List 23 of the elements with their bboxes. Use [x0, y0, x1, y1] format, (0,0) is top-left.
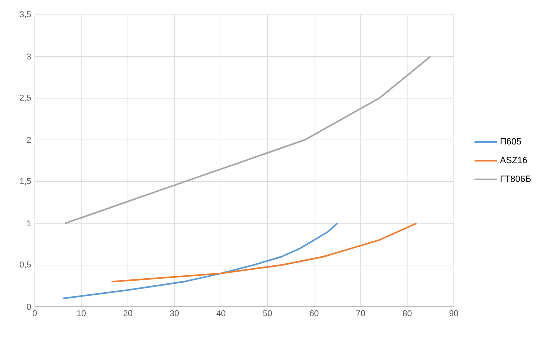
y-tick-label: 0,5: [20, 262, 32, 269]
y-tick-label: 1: [27, 220, 32, 226]
x-tick-label: 80: [403, 310, 412, 317]
y-tick-label: 2,5: [20, 94, 32, 102]
legend-label: ASZ16: [500, 157, 528, 164]
line-series: [64, 56, 432, 224]
legend-label: ГТ806Б: [500, 176, 531, 182]
y-tick-label: 3,5: [20, 12, 32, 18]
y-tick-label: 2: [27, 137, 32, 144]
x-tick-label: 10: [77, 310, 86, 317]
y-tick-label: 0: [27, 304, 32, 310]
x-tick-label: 90: [450, 310, 458, 317]
x-tick-label: 30: [170, 310, 180, 317]
x-tick-label: 40: [216, 310, 226, 317]
x-tick-label: 60: [310, 310, 319, 317]
y-tick-label: 1,5: [20, 178, 32, 186]
line-series: [62, 222, 338, 300]
legend-label: П605: [500, 138, 522, 145]
x-tick-label: 0: [32, 310, 38, 317]
y-tick-label: 3: [27, 54, 32, 60]
x-tick-label: 20: [124, 310, 132, 317]
x-tick-label: 50: [263, 310, 272, 317]
x-tick-label: 70: [356, 310, 366, 317]
